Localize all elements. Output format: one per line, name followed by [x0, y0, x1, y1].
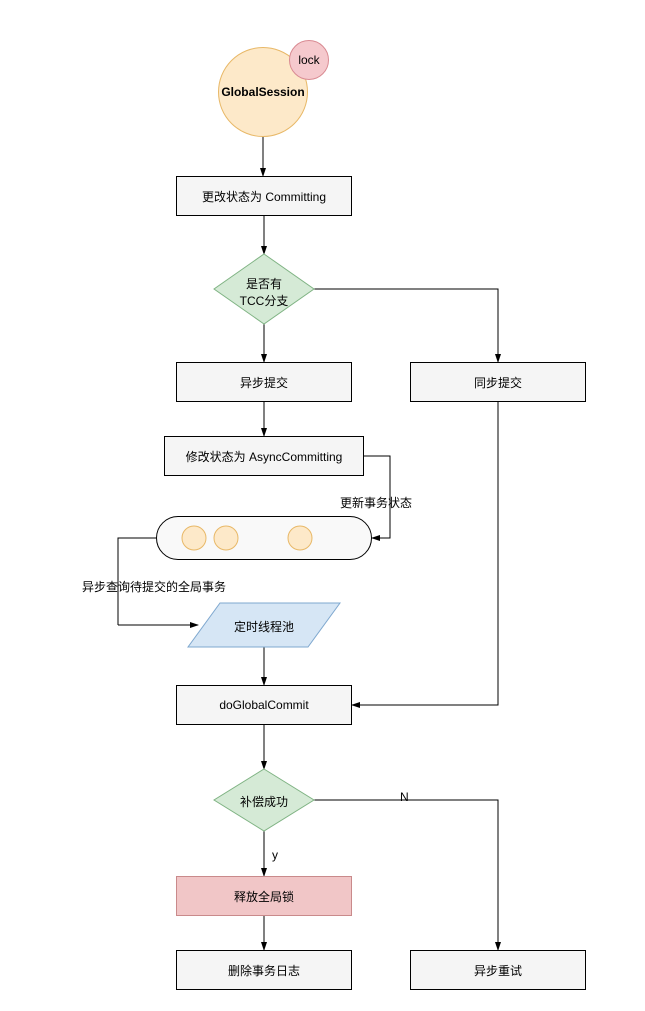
delete-log-box: 删除事务日志 [176, 950, 352, 990]
async-retry-box: 异步重试 [410, 950, 586, 990]
delete-log-label: 删除事务日志 [228, 962, 300, 979]
edge-label: N [400, 790, 409, 804]
async-retry-label: 异步重试 [474, 962, 522, 979]
edge-label: 异步查询待提交的全局事务 [82, 578, 226, 595]
edge-label: 更新事务状态 [340, 494, 412, 511]
flowchart-canvas: GlobalSession lock 更改状态为 Committing 是否有 … [0, 0, 645, 1011]
release-lock-label: 释放全局锁 [234, 888, 294, 905]
compensate-diamond [0, 0, 645, 1011]
release-lock-box: 释放全局锁 [176, 876, 352, 916]
compensate-label: 补偿成功 [238, 793, 290, 810]
edge-label: y [272, 848, 278, 862]
